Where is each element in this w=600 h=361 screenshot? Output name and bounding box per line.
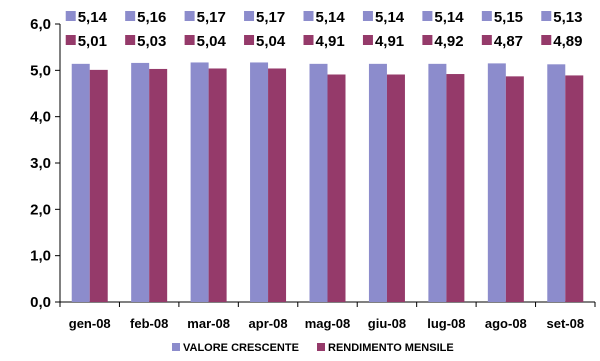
legend-swatch bbox=[172, 343, 180, 351]
data-label-marker bbox=[125, 11, 136, 21]
x-tick-label: set-08 bbox=[546, 316, 584, 331]
x-tick-label: lug-08 bbox=[427, 316, 465, 331]
data-label: 5,16 bbox=[137, 9, 166, 26]
bar-rendimento-mensile bbox=[565, 75, 584, 303]
bar-rendimento-mensile bbox=[268, 68, 287, 302]
data-label-marker bbox=[422, 35, 433, 45]
bar-rendimento-mensile bbox=[89, 69, 108, 303]
data-label-marker bbox=[362, 35, 373, 45]
y-tick-label: 4,0 bbox=[30, 109, 51, 126]
bar-rendimento-mensile bbox=[208, 68, 227, 302]
y-tick-label: 0,0 bbox=[30, 294, 51, 311]
x-tick-label: mag-08 bbox=[305, 316, 351, 331]
data-label-marker bbox=[541, 35, 552, 45]
data-label-marker bbox=[303, 35, 314, 45]
y-tick-label: 5,0 bbox=[30, 62, 51, 79]
bar-valore-crescente bbox=[309, 63, 328, 303]
x-axis: gen-08 feb-08 mar-08 apr-08 mag-08 giu-08 lug-… bbox=[59, 301, 596, 331]
data-label: 5,03 bbox=[137, 33, 166, 50]
data-label: 5,01 bbox=[78, 33, 107, 50]
data-label-marker bbox=[125, 35, 136, 45]
data-label: 5,04 bbox=[256, 33, 286, 50]
data-label: 5,14 bbox=[434, 9, 464, 26]
y-tick-label: 2,0 bbox=[30, 201, 51, 218]
legend-label: RENDIMENTO MENSILE bbox=[328, 342, 454, 354]
bar-valore-crescente bbox=[487, 63, 506, 303]
data-label-marker bbox=[184, 35, 195, 45]
data-label-marker bbox=[65, 35, 76, 45]
data-label-marker bbox=[184, 11, 195, 21]
bar-rendimento-mensile bbox=[446, 74, 465, 302]
data-label: 4,92 bbox=[434, 33, 463, 50]
legend-swatch bbox=[317, 343, 325, 351]
data-label-marker bbox=[481, 11, 492, 21]
y-tick-label: 6,0 bbox=[30, 16, 51, 33]
data-label: 5,13 bbox=[553, 9, 582, 26]
data-labels: 5,14 5,01 5,16 5,03 5,17 5,04 5,17 5,04 5,14 4,91… bbox=[65, 9, 582, 50]
bars bbox=[71, 62, 584, 303]
bar-rendimento-mensile bbox=[327, 74, 346, 303]
bar-valore-crescente bbox=[250, 62, 269, 302]
data-label: 4,89 bbox=[553, 33, 582, 50]
y-axis: 0,0 1,0 2,0 3,0 4,0 5,0 6,0 bbox=[30, 16, 61, 311]
x-tick-label: apr-08 bbox=[249, 316, 288, 331]
data-label: 5,14 bbox=[78, 9, 108, 26]
bar-rendimento-mensile bbox=[149, 68, 168, 303]
y-tick-label: 3,0 bbox=[30, 155, 51, 172]
x-tick-label: gen-08 bbox=[69, 316, 111, 331]
data-label: 5,17 bbox=[197, 9, 226, 26]
x-tick-label: giu-08 bbox=[368, 316, 406, 331]
data-label: 4,87 bbox=[494, 33, 523, 50]
data-label: 5,14 bbox=[316, 9, 346, 26]
bar-valore-crescente bbox=[190, 62, 209, 302]
x-tick-label: mar-08 bbox=[187, 316, 230, 331]
bar-rendimento-mensile bbox=[386, 74, 405, 303]
data-label-marker bbox=[65, 11, 76, 21]
data-label-marker bbox=[244, 35, 255, 45]
bar-rendimento-mensile bbox=[505, 76, 524, 303]
x-tick-label: ago-08 bbox=[485, 316, 527, 331]
y-tick-label: 1,0 bbox=[30, 248, 51, 265]
legend: VALORE CRESCENTE RENDIMENTO MENSILE bbox=[172, 342, 454, 354]
data-label-marker bbox=[422, 11, 433, 21]
x-tick-label: feb-08 bbox=[130, 316, 168, 331]
data-label-marker bbox=[481, 35, 492, 45]
data-label: 5,17 bbox=[256, 9, 285, 26]
data-label-marker bbox=[303, 11, 314, 21]
data-label: 5,14 bbox=[375, 9, 405, 26]
data-label: 4,91 bbox=[375, 33, 404, 50]
bar-valore-crescente bbox=[131, 62, 150, 302]
bar-valore-crescente bbox=[368, 63, 387, 303]
data-label-marker bbox=[362, 11, 373, 21]
data-label: 5,04 bbox=[197, 33, 227, 50]
data-label-marker bbox=[244, 11, 255, 21]
bar-valore-crescente bbox=[547, 64, 566, 302]
bar-valore-crescente bbox=[71, 63, 90, 303]
bar-valore-crescente bbox=[428, 63, 447, 303]
data-label: 5,15 bbox=[494, 9, 523, 26]
data-label: 4,91 bbox=[316, 33, 345, 50]
legend-label: VALORE CRESCENTE bbox=[183, 342, 299, 354]
data-label-marker bbox=[541, 11, 552, 21]
